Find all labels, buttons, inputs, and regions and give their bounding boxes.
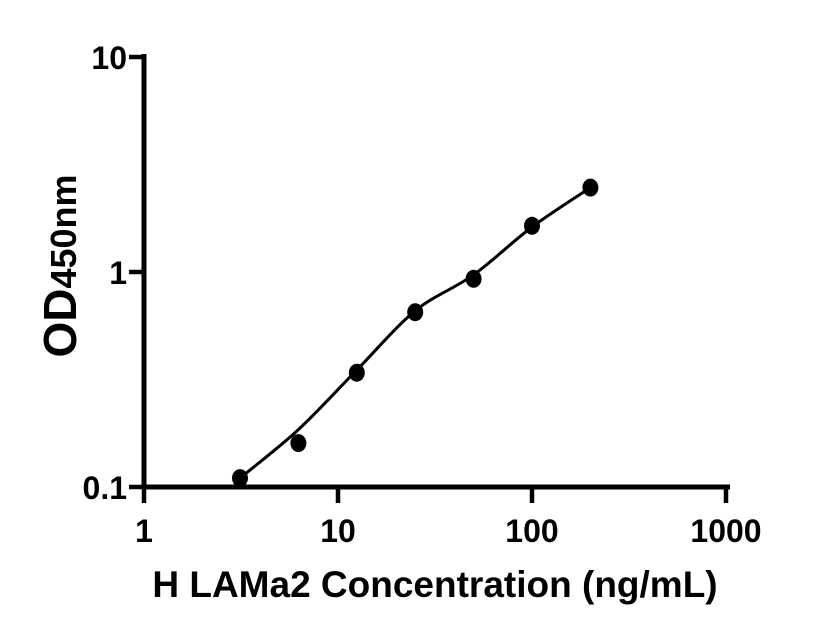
data-point-x200 [582, 178, 599, 197]
data-point-x3.125 [232, 469, 248, 488]
x-tick-label-1: 1 [135, 513, 153, 549]
data-point-x25 [407, 303, 424, 322]
axis-spine [141, 54, 730, 490]
x-tick-label-100: 100 [505, 513, 558, 549]
y-tick-label-1: 1 [109, 255, 127, 291]
data-point-x12.5 [348, 363, 365, 382]
x-tick-label-1000: 1000 [690, 513, 761, 549]
axes-layer [129, 54, 730, 503]
data-point-x50 [465, 269, 482, 288]
data-points-layer [232, 178, 599, 488]
y-tick-label-10: 10 [91, 40, 127, 76]
y-axis-title: OD450nm [34, 174, 86, 357]
data-point-x100 [524, 216, 540, 235]
x-axis-title: H LAMa2 Concentration (ng/mL) [152, 564, 717, 605]
data-point-x6.25 [290, 434, 307, 453]
x-tick-label-10: 10 [320, 513, 356, 549]
y-tick-label-0.1: 0.1 [83, 470, 127, 506]
y-axis-title-rest: 450nm [43, 174, 84, 288]
y-axis-title-prefix: OD [34, 289, 86, 358]
